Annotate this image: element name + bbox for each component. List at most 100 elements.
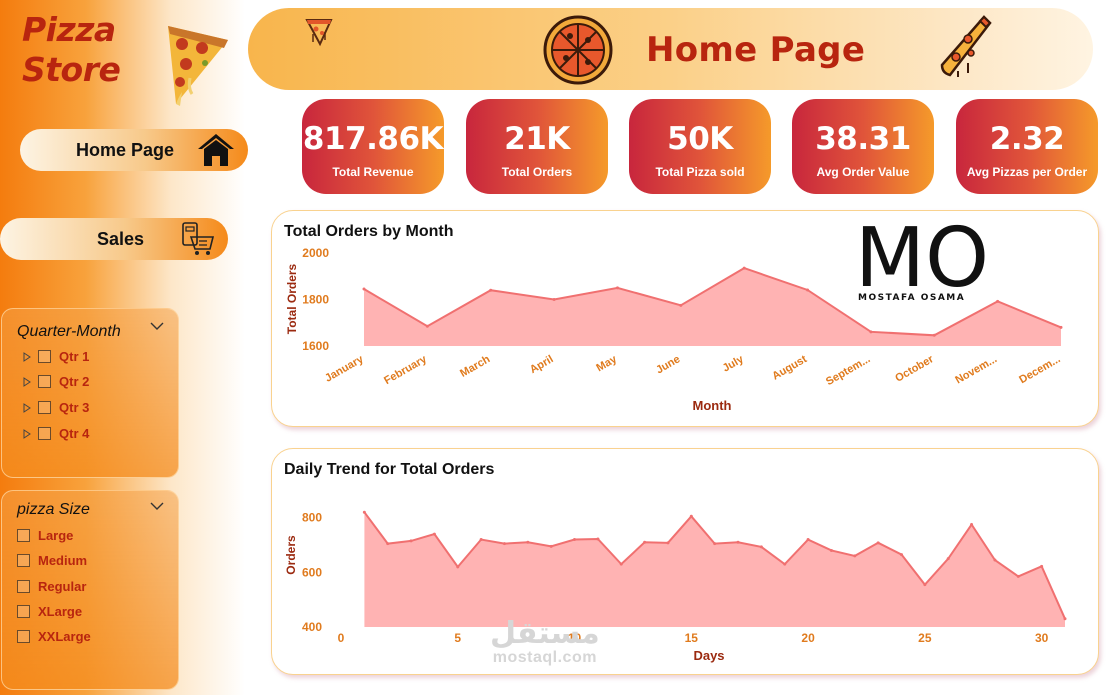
pizza-slice-icon — [305, 19, 333, 47]
pizza-icon — [543, 15, 613, 85]
nav-sales-label: Sales — [97, 228, 145, 249]
data-point — [993, 558, 997, 562]
brand-logo-text: Pizza Store — [22, 10, 121, 89]
watermark-arabic: مستقل — [490, 617, 600, 650]
checkbox[interactable] — [17, 554, 30, 567]
monthly-orders-chart-panel: 1600 1800 2000 January February March April May… — [271, 210, 1099, 427]
x-tick-label: March — [458, 353, 492, 380]
data-point — [425, 324, 429, 328]
kpi-avg-order-value: 38.31 Avg Order Value — [792, 99, 934, 194]
kpi-label: Avg Order Value — [816, 165, 910, 179]
option-label: XLarge — [38, 604, 83, 619]
data-point — [596, 537, 600, 541]
data-point — [970, 523, 974, 526]
data-point — [549, 544, 553, 548]
option-label: Qtr 3 — [59, 400, 90, 415]
kpi-value: 38.31 — [815, 121, 911, 157]
y-tick-label: 2000 — [302, 246, 329, 260]
data-point — [362, 287, 366, 291]
daily-orders-area-chart: 400 600 800 0 5 10 15 20 25 30 Days Orders — [284, 510, 1067, 663]
data-point — [853, 554, 857, 558]
kpi-total-orders: 21K Total Orders — [466, 99, 608, 194]
option-label: XXLarge — [38, 629, 91, 644]
slicer-option-qtr-4[interactable]: Qtr 4 — [22, 426, 89, 441]
kpi-value: 50K — [667, 121, 733, 157]
kpi-total-revenue: 817.86K Total Revenue — [302, 99, 444, 194]
data-point — [362, 510, 366, 514]
slicer-option-xxlarge[interactable]: XXLarge — [17, 629, 91, 644]
x-tick-label: August — [770, 353, 809, 383]
chevron-down-icon[interactable] — [150, 501, 164, 511]
data-point — [573, 538, 577, 542]
kpi-value: 2.32 — [989, 121, 1065, 157]
data-point — [489, 288, 493, 292]
chevron-down-icon[interactable] — [150, 321, 164, 331]
x-axis-label: Days — [693, 648, 724, 663]
quarter-month-slicer: Quarter-Month Qtr 1 Qtr 2 Qtr 3 Qtr 4 — [1, 308, 179, 478]
area-fill — [364, 512, 1065, 627]
x-tick-label: 20 — [801, 631, 815, 645]
kpi-label: Total Orders — [501, 165, 573, 179]
option-label: Medium — [38, 553, 88, 568]
pizza-slice-icon — [940, 15, 992, 77]
x-tick-label: June — [654, 353, 682, 376]
x-tick-label: July — [721, 353, 747, 375]
data-point — [806, 538, 810, 542]
x-axis-label: Month — [693, 398, 732, 413]
expand-arrow-icon[interactable] — [22, 428, 32, 439]
expand-arrow-icon[interactable] — [22, 402, 32, 413]
checkbox[interactable] — [38, 375, 51, 388]
data-point — [932, 333, 936, 337]
data-point — [946, 557, 950, 561]
checkbox[interactable] — [38, 427, 51, 440]
x-tick-label: 25 — [918, 631, 932, 645]
kpi-label: Total Pizza sold — [655, 165, 745, 179]
brand-line-2: Store — [22, 49, 121, 89]
brand-line-1: Pizza — [22, 10, 116, 49]
slicer-option-qtr-3[interactable]: Qtr 3 — [22, 400, 89, 415]
kpi-label: Total Revenue — [332, 165, 414, 179]
data-point — [456, 565, 460, 569]
data-point — [829, 548, 833, 552]
y-tick-label: 1800 — [302, 293, 329, 307]
checkbox[interactable] — [17, 529, 30, 542]
checkbox[interactable] — [38, 350, 51, 363]
option-label: Large — [38, 528, 74, 543]
data-point — [479, 538, 483, 542]
x-tick-label: Novem... — [953, 353, 999, 386]
x-tick-label: April — [528, 353, 556, 376]
x-tick-label: Decem... — [1017, 353, 1062, 386]
nav-home-page-button[interactable]: Home Page — [20, 129, 248, 171]
data-point — [900, 553, 904, 557]
slicer-option-xlarge[interactable]: XLarge — [17, 604, 82, 619]
data-point — [619, 562, 623, 566]
slicer-option-medium[interactable]: Medium — [17, 553, 87, 568]
checkbox[interactable] — [17, 630, 30, 643]
checkbox[interactable] — [17, 580, 30, 593]
x-tick-label: January — [323, 353, 366, 385]
data-point — [526, 540, 530, 544]
y-axis-label: Orders — [284, 535, 298, 575]
kpi-value: 21K — [504, 121, 570, 157]
nav-sales-button[interactable]: Sales — [0, 218, 228, 260]
expand-arrow-icon[interactable] — [22, 376, 32, 387]
data-point — [869, 330, 873, 334]
checkbox[interactable] — [17, 605, 30, 618]
page-title: Home Page — [646, 30, 866, 70]
kpi-value: 817.86K — [302, 121, 444, 157]
option-label: Qtr 1 — [59, 349, 90, 364]
daily-orders-chart-panel: 400 600 800 0 5 10 15 20 25 30 Days Orders Daily Tr… — [271, 448, 1099, 675]
data-point — [552, 298, 556, 301]
data-point — [876, 541, 880, 545]
data-point — [1040, 564, 1044, 568]
slicer-option-qtr-1[interactable]: Qtr 1 — [22, 349, 89, 364]
data-point — [996, 299, 1000, 303]
option-label: Qtr 4 — [59, 426, 90, 441]
checkbox[interactable] — [38, 401, 51, 414]
pizza-size-slicer-title: pizza Size — [17, 501, 90, 518]
slicer-option-regular[interactable]: Regular — [17, 579, 86, 594]
slicer-option-qtr-2[interactable]: Qtr 2 — [22, 374, 89, 389]
data-point — [679, 303, 683, 307]
expand-arrow-icon[interactable] — [22, 351, 32, 362]
slicer-option-large[interactable]: Large — [17, 528, 73, 543]
